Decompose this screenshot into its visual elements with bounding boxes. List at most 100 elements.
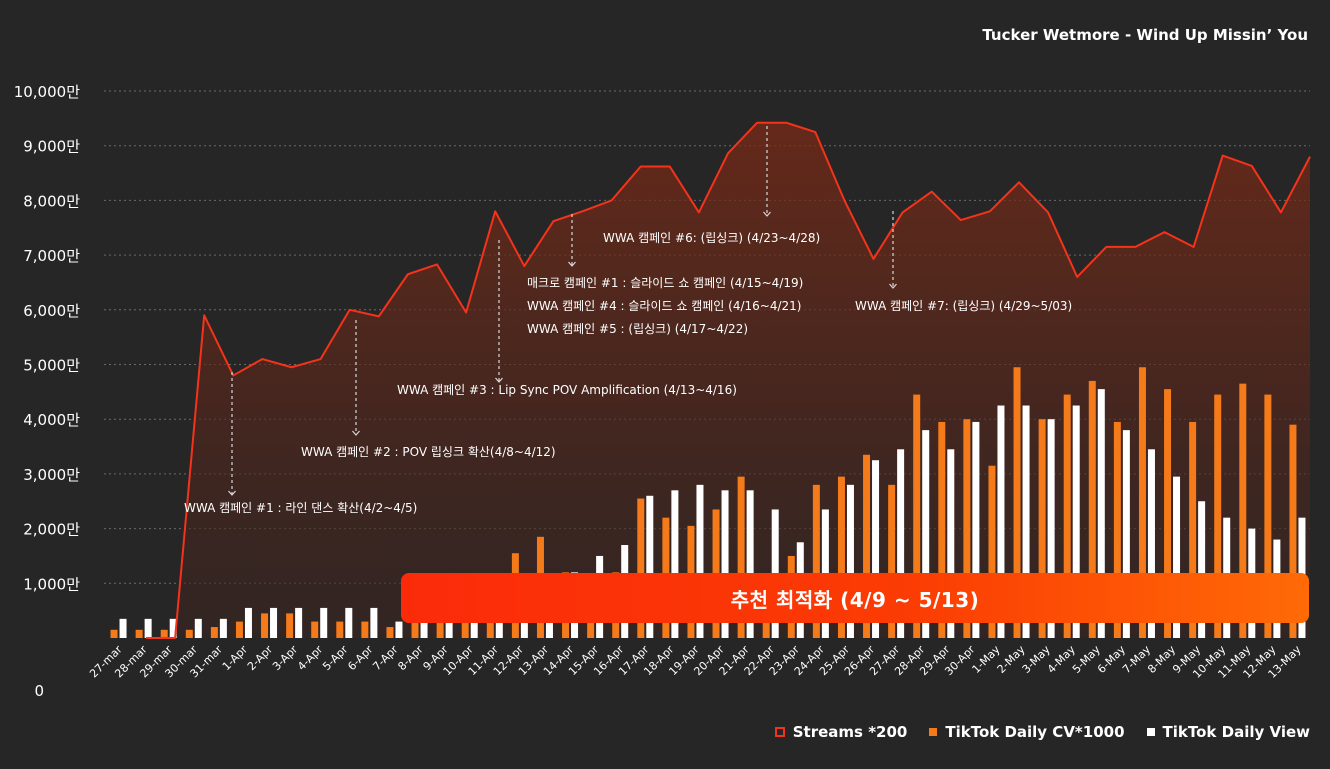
bar-cv — [737, 476, 745, 638]
y-tick-label: 8,000만 — [23, 192, 80, 210]
bar-cv — [1164, 389, 1172, 638]
x-tick-label: 1-Apr — [220, 643, 251, 674]
annotation-label: WWA 캠페인 #3 : Lip Sync POV Amplification … — [397, 383, 737, 397]
bar-cv — [336, 621, 344, 638]
arrow-head-icon — [568, 261, 576, 267]
bar-view — [1198, 501, 1206, 638]
x-tick-label: 4-Apr — [295, 643, 326, 674]
bar-view — [169, 618, 177, 638]
bar-view — [1122, 430, 1130, 638]
bar-cv — [1214, 394, 1222, 638]
x-tick-label: 6-Apr — [345, 643, 376, 674]
bar-view — [646, 495, 654, 638]
bar-cv — [762, 610, 770, 638]
legend-item-cv[interactable]: TikTok Daily CV*1000 — [929, 723, 1125, 741]
bar-cv — [1189, 421, 1197, 638]
bar-view — [1047, 419, 1055, 638]
annotation-label: WWA 캠페인 #2 : POV 립싱크 확산(4/8~4/12) — [301, 445, 556, 459]
recommendation-banner: 추천 최적화 (4/9 ~ 5/13) — [401, 573, 1309, 623]
annotation-label: 매크로 캠페인 #1 : 슬라이드 쇼 캠페인 (4/15~4/19) — [527, 276, 803, 290]
bar-view — [1173, 476, 1181, 638]
arrow-head-icon — [352, 430, 360, 436]
x-tick-label: 5-Apr — [320, 643, 351, 674]
bar-cv — [1063, 394, 1071, 638]
y-tick-label: 10,000만 — [14, 83, 80, 101]
bar-cv — [938, 421, 946, 638]
arrow-head-icon — [495, 377, 503, 383]
bar-view — [872, 460, 880, 638]
bar-cv — [110, 629, 118, 638]
white-square-icon — [1146, 728, 1155, 736]
bar-cv — [863, 454, 871, 638]
bar-view — [194, 618, 202, 638]
bar-view — [721, 490, 729, 638]
bar-view — [420, 621, 428, 638]
y-tick-label: 2,000만 — [23, 521, 80, 539]
bar-view — [345, 607, 353, 638]
bar-cv — [1239, 383, 1247, 638]
bar-cv — [311, 621, 319, 638]
bar-cv — [361, 621, 369, 638]
bar-view — [395, 621, 403, 638]
x-tick-label: 7-Apr — [370, 643, 401, 674]
y-tick-label: 4,000만 — [23, 411, 80, 429]
bar-view — [445, 618, 453, 638]
y-tick-label: 7,000만 — [23, 247, 80, 265]
x-tick-label: 3-Apr — [270, 643, 301, 674]
annotation-label: WWA 캠페인 #1 : 라인 댄스 확산(4/2~4/5) — [184, 501, 417, 515]
bar-view — [1072, 405, 1080, 638]
bar-view — [320, 607, 328, 638]
bar-cv — [812, 484, 820, 638]
bar-view — [119, 618, 127, 638]
bar-cv — [1264, 394, 1272, 638]
bar-cv — [1038, 419, 1046, 638]
bar-view — [746, 490, 754, 638]
annotation-label: WWA 캠페인 #5 : (립싱크) (4/17~4/22) — [527, 322, 748, 336]
bar-view — [972, 421, 980, 638]
bar-cv — [1013, 367, 1021, 638]
bar-view — [947, 449, 955, 638]
bar-cv — [235, 621, 243, 638]
x-tick-label: 8-Apr — [395, 643, 426, 674]
streams-line — [146, 121, 1311, 639]
hollow-square-icon — [774, 727, 785, 737]
bar-view — [997, 405, 1005, 638]
y-tick-label: 5,000만 — [23, 357, 80, 375]
x-tick-label: 2-Apr — [245, 643, 276, 674]
annotation-label: WWA 캠페인 #4 : 슬라이드 쇼 캠페인 (4/16~4/21) — [527, 299, 801, 313]
bar-view — [846, 484, 854, 638]
bar-cv — [436, 616, 444, 638]
bar-view — [219, 618, 227, 638]
bar-cv — [160, 629, 168, 638]
bar-cv — [286, 613, 294, 638]
bar-view — [244, 607, 252, 638]
y-tick-label: 9,000만 — [23, 138, 80, 156]
bar-view — [1097, 389, 1105, 638]
legend-label-cv: TikTok Daily CV*1000 — [945, 723, 1125, 741]
chart-title: Tucker Wetmore - Wind Up Missin’ You — [982, 26, 1308, 44]
bar-cv — [386, 627, 394, 638]
bar-cv — [185, 629, 193, 638]
orange-square-icon — [929, 728, 938, 736]
bar-cv — [963, 419, 971, 638]
bar-view — [270, 607, 278, 638]
legend-item-view[interactable]: TikTok Daily View — [1146, 723, 1310, 741]
bar-cv — [988, 465, 996, 638]
arrow-head-icon — [763, 211, 771, 217]
bar-cv — [411, 616, 419, 638]
bar-view — [897, 449, 905, 638]
bar-view — [671, 490, 679, 638]
bar-cv — [888, 484, 896, 638]
bar-view — [1022, 405, 1030, 638]
y-tick-label: 1,000만 — [23, 575, 80, 593]
bar-cv — [1088, 380, 1096, 638]
legend-item-streams[interactable]: Streams *200 — [774, 723, 907, 741]
bar-cv — [1289, 424, 1297, 638]
bar-cv — [837, 476, 845, 638]
bar-cv — [135, 629, 143, 638]
bar-view — [922, 430, 930, 638]
bar-view — [144, 618, 152, 638]
bar-view — [495, 610, 503, 638]
bar-view — [696, 484, 704, 638]
